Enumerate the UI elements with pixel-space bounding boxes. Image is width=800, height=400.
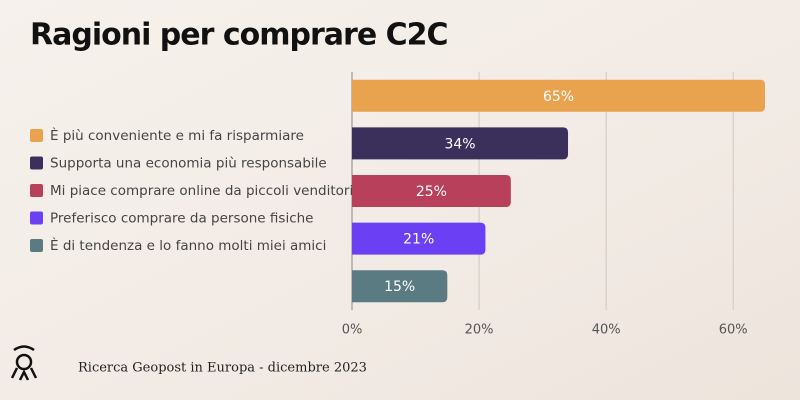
value-label: 25% — [416, 184, 447, 200]
legend-swatch — [30, 211, 43, 225]
legend-label: È più conveniente e mi fa risparmiare — [50, 127, 304, 144]
value-label: 65% — [543, 89, 574, 105]
value-label: 15% — [384, 279, 415, 295]
bar — [352, 175, 511, 207]
x-tick-label: 20% — [465, 323, 494, 338]
legend-swatch — [30, 129, 43, 142]
bar — [352, 222, 486, 255]
legend-swatch — [30, 239, 43, 252]
x-tick-label: 60% — [719, 323, 748, 338]
legend-swatch — [30, 184, 43, 197]
legend-label: È di tendenza e lo fanno molti miei amic… — [50, 237, 326, 254]
value-label: 21% — [403, 232, 434, 248]
bar — [352, 79, 765, 112]
legend-swatch — [30, 156, 43, 170]
source-note: Ricerca Geopost in Europa - dicembre 202… — [78, 361, 367, 376]
x-tick-label: 0% — [342, 323, 363, 338]
bar — [352, 270, 448, 303]
legend-label: Preferisco comprare da persone fisiche — [50, 211, 313, 227]
bar — [352, 127, 569, 160]
chart-title: Ragioni per comprare C2C — [30, 18, 448, 53]
legend-label: Supporta una economia più responsabile — [50, 156, 327, 172]
legend-label: Mi piace comprare online da piccoli vend… — [50, 183, 353, 199]
logo — [10, 345, 38, 381]
x-tick-label: 40% — [592, 323, 621, 338]
value-label: 34% — [444, 136, 475, 152]
